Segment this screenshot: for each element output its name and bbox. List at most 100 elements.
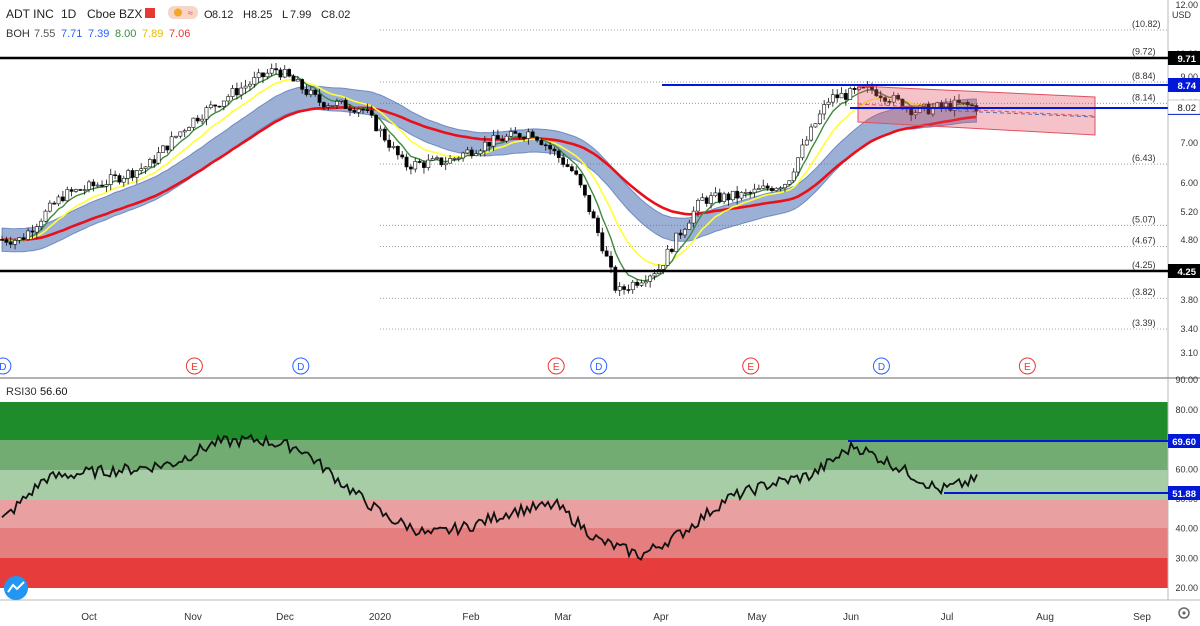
candle-body	[78, 189, 83, 191]
tradingview-logo[interactable]	[4, 576, 28, 600]
fib-level-label: (4.67)	[1132, 235, 1156, 245]
time-axis-label: Jun	[843, 612, 859, 623]
candle-body	[565, 164, 570, 167]
candle-body	[495, 135, 500, 140]
gear-icon[interactable]	[1178, 607, 1190, 619]
candle-body	[313, 89, 318, 95]
candle-body	[326, 105, 331, 108]
candle-body	[691, 210, 696, 224]
candle-body	[569, 166, 574, 172]
candle-body	[187, 127, 191, 131]
candle-body	[161, 145, 165, 153]
event-marker-dividend[interactable]	[0, 357, 12, 375]
candle-body	[526, 131, 531, 139]
candle-body	[696, 200, 700, 212]
rsi-axis-badge-label: 51.88	[1172, 489, 1196, 500]
candle-body	[491, 135, 496, 147]
candle-body	[256, 72, 261, 78]
slow-ma-line	[1, 106, 977, 242]
event-label: E	[1024, 362, 1031, 373]
candle-body	[804, 139, 809, 146]
candle-body	[308, 89, 313, 95]
event-marker-dividend[interactable]	[872, 357, 890, 375]
event-marker-earnings[interactable]	[547, 357, 565, 375]
fib-level-label: (5.07)	[1132, 214, 1156, 224]
status-pill[interactable]	[168, 6, 198, 19]
candle-body	[443, 162, 448, 166]
candle-body	[265, 72, 270, 78]
axis-badge	[1168, 51, 1200, 65]
candle-body	[243, 85, 248, 89]
horizontal-lines[interactable]	[0, 56, 1168, 273]
last-price-badge	[1167, 99, 1200, 115]
rsi-axis-badge	[1168, 486, 1200, 500]
event-marker-dividend[interactable]	[590, 357, 608, 375]
candle-body	[643, 281, 648, 284]
price-axis-label: 3.10	[1180, 348, 1198, 358]
candle-body	[630, 281, 635, 291]
rsi-legend[interactable]: RSI30 56.60	[6, 386, 68, 398]
candle-body	[722, 193, 727, 202]
candle-body	[939, 102, 944, 108]
candle-body	[796, 157, 800, 173]
candle-body	[469, 149, 474, 157]
indicator-legend[interactable]: BOH 7.55 7.71 7.39 8.00 7.89 7.06	[6, 28, 190, 40]
flag-icon[interactable]	[145, 8, 155, 18]
candle-body	[778, 187, 783, 190]
currency-label: USD	[1172, 10, 1192, 20]
axis-badge-label: 8.74	[1178, 81, 1197, 92]
candle-body	[826, 101, 831, 105]
time-axis-label: Sep	[1133, 612, 1151, 623]
symbol-legend[interactable]: ADT INC 1D Cboe BZX ≈ O 8.12 H 8.25 L 7.99 C 8.…	[6, 6, 350, 21]
candle-body	[4, 239, 9, 243]
regression-channel[interactable]	[857, 85, 1096, 136]
candle-body	[126, 170, 131, 179]
candle-body	[726, 193, 731, 201]
candle-body	[430, 158, 435, 161]
candle-body	[400, 154, 405, 158]
candle-body	[648, 275, 653, 282]
axis-badge-label: 9.71	[1178, 54, 1197, 65]
event-marker-earnings[interactable]	[1018, 357, 1036, 375]
candle-body	[500, 138, 505, 142]
candle-body	[674, 232, 679, 252]
axis-badges: 9.714.258.748.008.02	[1167, 51, 1200, 278]
candle-body	[883, 97, 887, 102]
ohlc-value: 8.02	[329, 9, 350, 21]
candle-body	[439, 157, 444, 166]
price-axis-label: 4.80	[1180, 235, 1198, 245]
candle-body	[274, 68, 278, 71]
rsi-axis-label: 20.00	[1175, 583, 1198, 593]
candle-body	[626, 289, 631, 291]
candle-body	[387, 139, 392, 148]
event-marker-earnings[interactable]	[185, 357, 203, 375]
price-axis-label: 3.80	[1180, 295, 1198, 305]
time-axis-label: Jul	[941, 612, 954, 623]
rsi-horizontal-lines[interactable]: 69.60 51.88	[848, 434, 1200, 500]
candle-body	[200, 118, 205, 122]
logo-icon	[7, 581, 25, 593]
fib-level-label: (8.14)	[1132, 92, 1156, 102]
price-axis-label: 9.00	[1180, 72, 1198, 82]
event-marker-earnings[interactable]	[742, 357, 760, 375]
candle-body	[861, 86, 866, 89]
candle-body	[0, 239, 4, 241]
candle-body	[965, 102, 970, 106]
candle-body	[413, 161, 418, 170]
event-marker-dividend[interactable]	[292, 357, 310, 375]
indicator-value: 7.39	[88, 28, 109, 40]
candle-body	[761, 185, 766, 189]
candle-body	[213, 104, 218, 107]
candle-body	[304, 89, 309, 95]
time-axis-label: 2020	[369, 612, 392, 623]
candle-body	[139, 168, 144, 171]
candle-body	[791, 171, 796, 182]
candle-body	[635, 281, 640, 286]
ohlc-values: O 8.12 H 8.25 L 7.99 C 8.02	[204, 9, 350, 21]
event-label: D	[595, 362, 602, 373]
candle-body	[669, 248, 674, 252]
candle-body	[395, 145, 400, 156]
channel-projection	[957, 110, 1096, 118]
